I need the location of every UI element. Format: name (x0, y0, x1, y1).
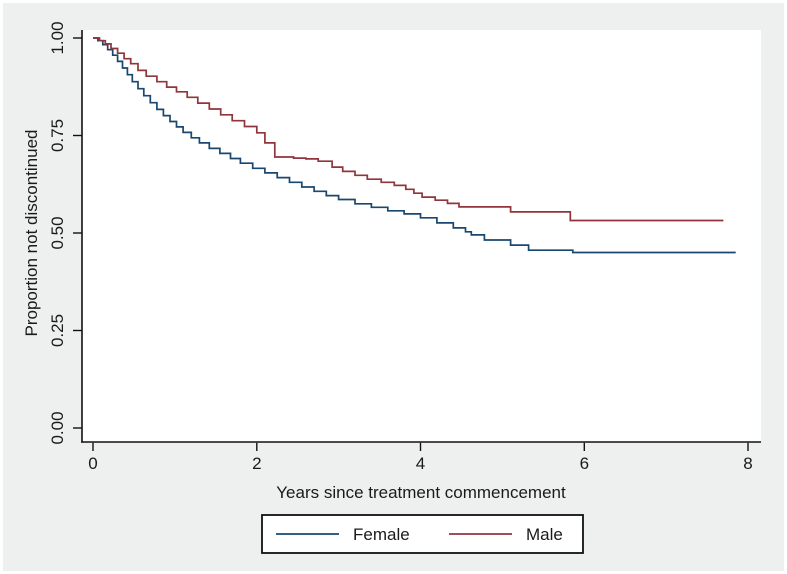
x-axis-ticks (92, 442, 749, 451)
survival-chart: 1.00 0.75 0.50 0.25 0.00 Proportion not … (22, 21, 761, 554)
male-survival-curve (93, 37, 724, 222)
y-tick-label-0_50: 0.50 (48, 216, 67, 249)
y-tick-label-0_75: 0.75 (48, 119, 67, 152)
x-tick-label-0: 0 (88, 454, 97, 473)
x-tick-label-2: 2 (252, 454, 261, 473)
plot-area (82, 30, 761, 442)
y-axis-ticks (73, 37, 82, 429)
y-tick-label-1_00: 1.00 (48, 21, 67, 54)
y-axis-title: Proportion not discontinued (22, 130, 41, 337)
y-tick-label-0_25: 0.25 (48, 314, 67, 347)
y-axis-tick-labels: 1.00 0.75 0.50 0.25 0.00 (48, 21, 67, 444)
legend-male-label: Male (526, 525, 563, 544)
legend-female-label: Female (353, 525, 410, 544)
x-tick-label-8: 8 (743, 454, 752, 473)
x-tick-label-4: 4 (416, 454, 425, 473)
x-axis-title: Years since treatment commencement (276, 483, 566, 502)
y-tick-label-0_00: 0.00 (48, 411, 67, 444)
x-axis-tick-labels: 0 2 4 6 8 (88, 454, 752, 473)
x-tick-label-6: 6 (580, 454, 589, 473)
legend: Female Male (261, 514, 584, 554)
female-survival-curve (93, 37, 736, 254)
